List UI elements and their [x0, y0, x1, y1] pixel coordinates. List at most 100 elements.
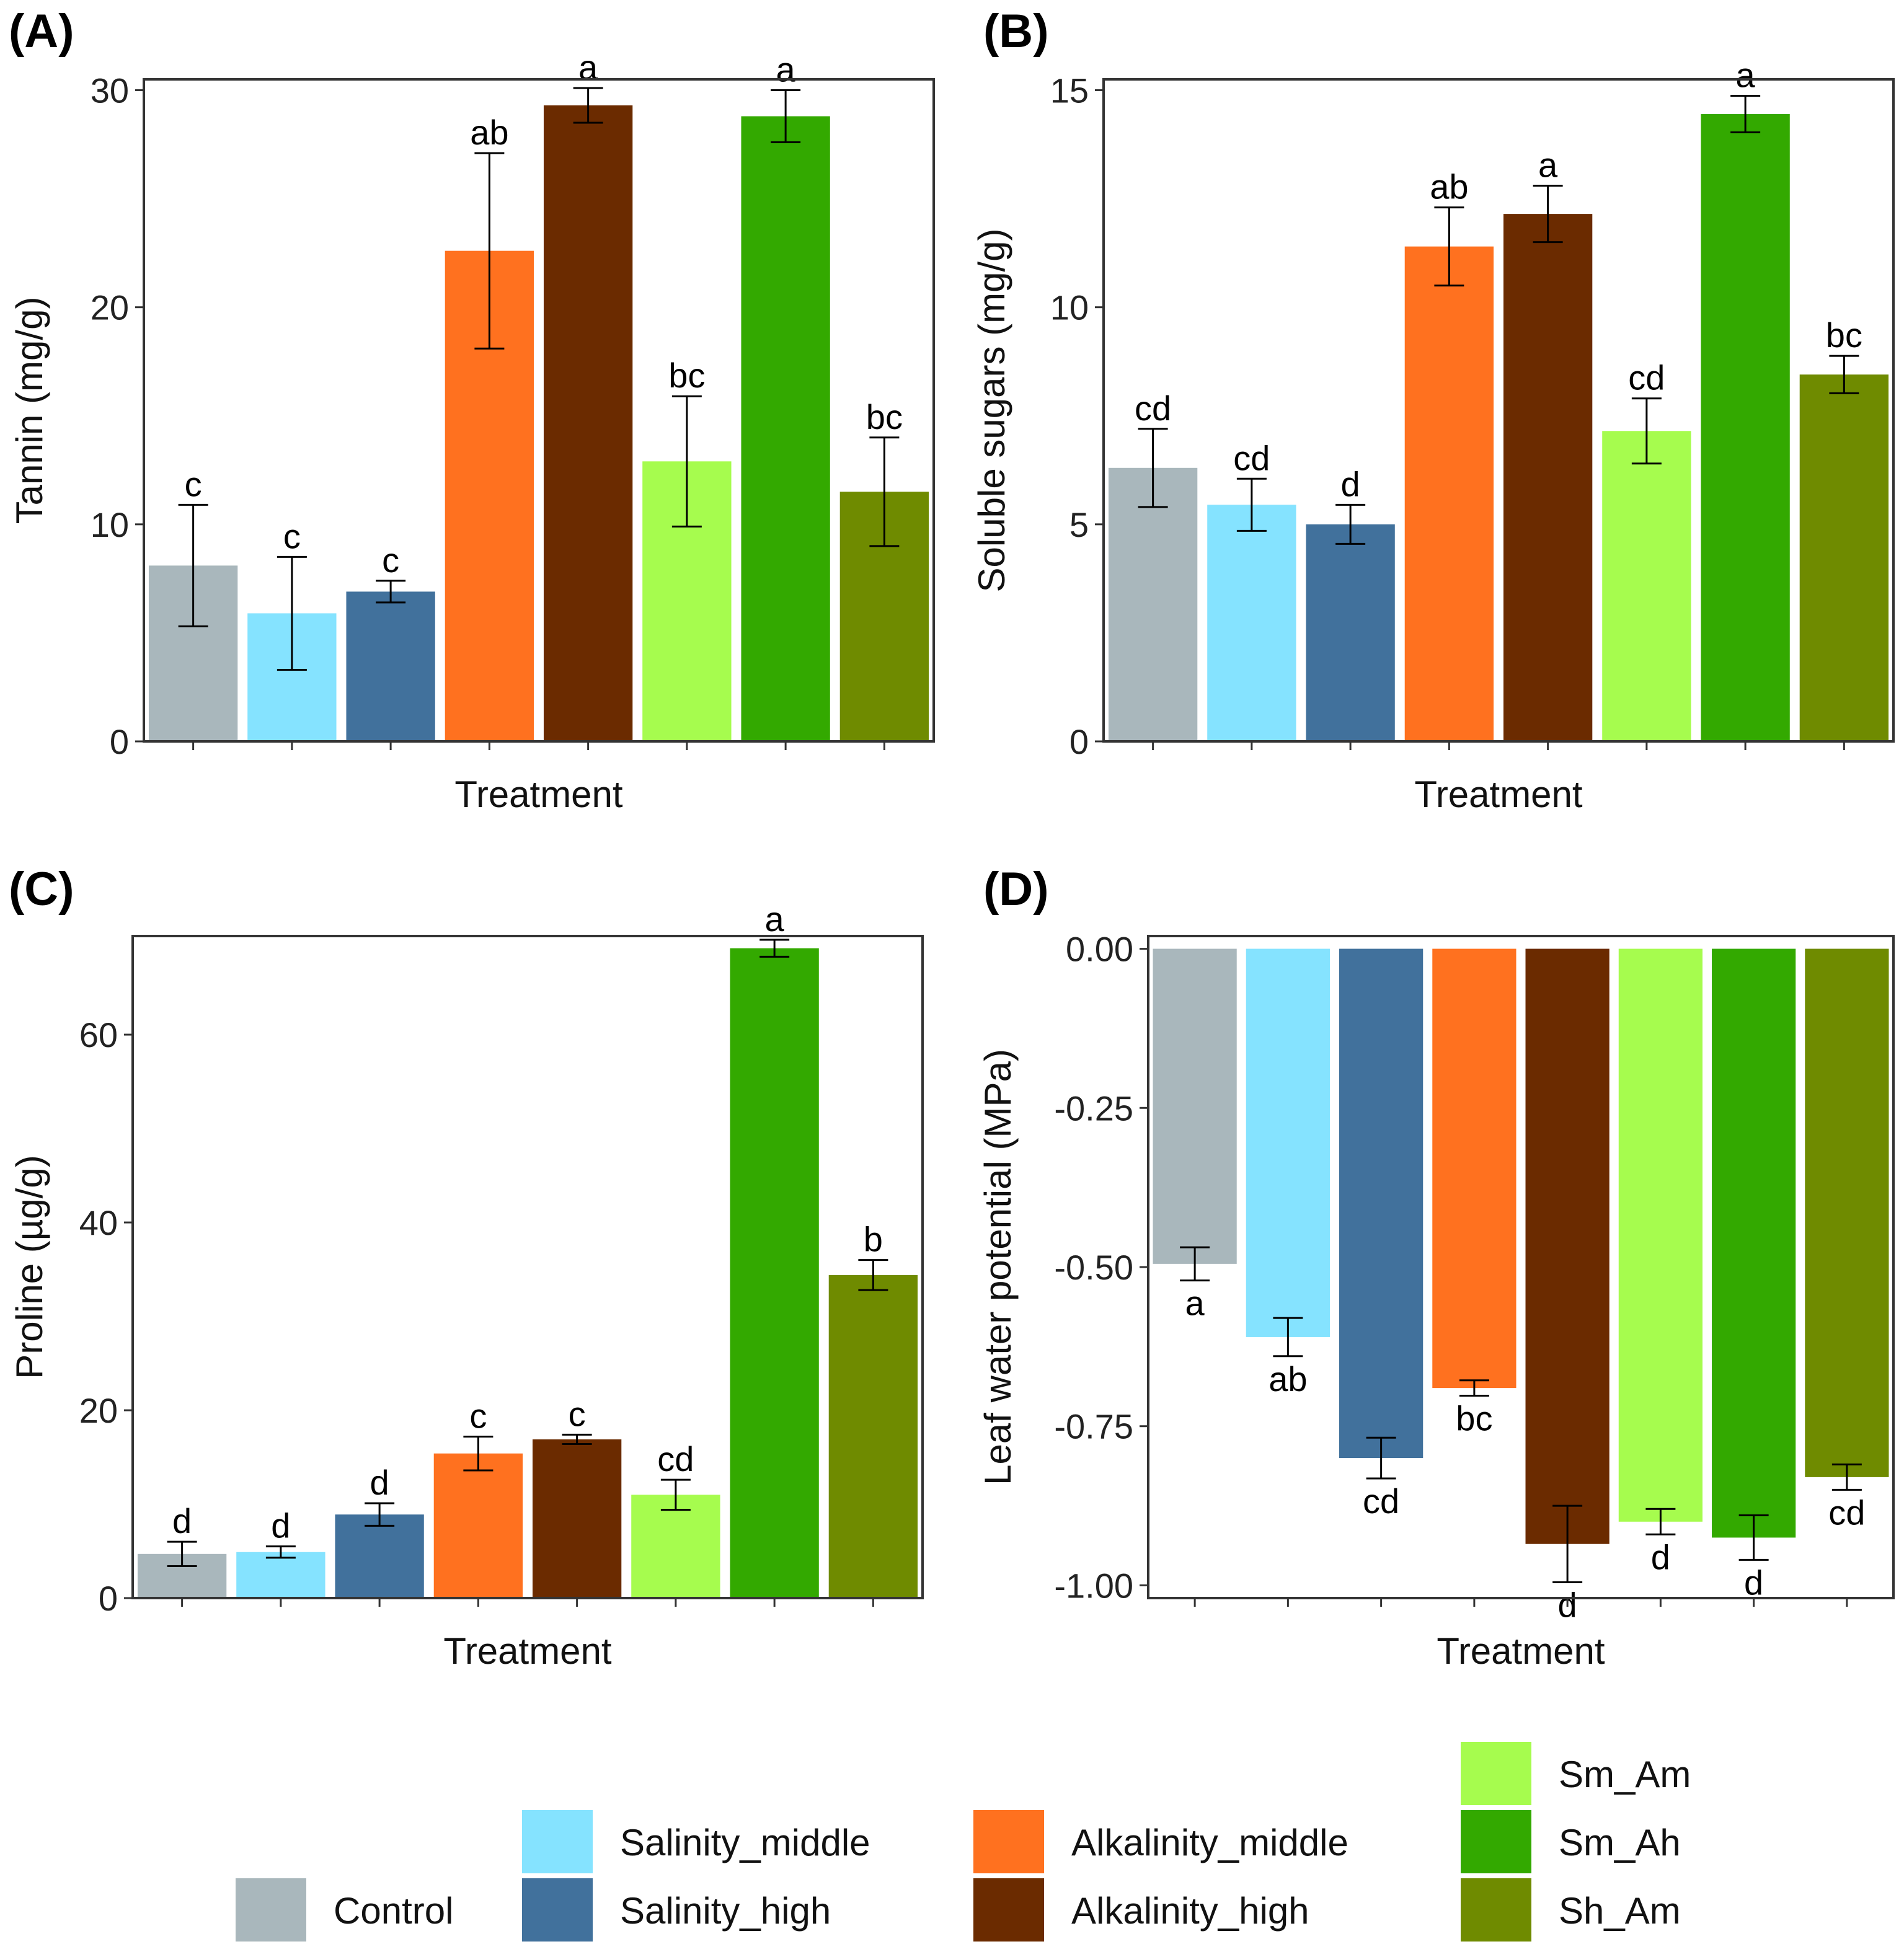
x-axis-title: Treatment: [1437, 1630, 1605, 1672]
y-tick-label: 20: [91, 288, 129, 327]
x-axis-title: Treatment: [454, 774, 623, 815]
panel-label: (B): [983, 5, 1049, 58]
y-tick-label: 5: [1069, 505, 1089, 544]
significance-letter: a: [776, 50, 796, 89]
bar-sh-am: [1799, 374, 1889, 741]
plot-border: [1102, 78, 1895, 743]
bar-salinity-middle: [1207, 505, 1296, 741]
significance-letter: cd: [1363, 1482, 1399, 1521]
significance-letter: ab: [1269, 1359, 1307, 1398]
legend: Control Salinity_middle Salinity_high Alkal…: [236, 1742, 1691, 1942]
y-tick-label: 0: [110, 722, 129, 761]
significance-letter: bc: [668, 356, 705, 395]
significance-letter: a: [578, 48, 598, 87]
bar-control: [1153, 948, 1237, 1264]
bar-sm-ah: [730, 948, 819, 1598]
legend-label: Alkalinity_high: [1071, 1890, 1309, 1932]
bar-sh-am: [828, 1274, 918, 1598]
legend-swatch: [522, 1810, 593, 1873]
bar-salinity-high: [346, 591, 435, 741]
y-tick-label: -1.00: [1054, 1566, 1133, 1605]
significance-letter: d: [1651, 1537, 1670, 1576]
y-tick-label: 60: [79, 1015, 118, 1054]
legend-item-control: Control: [236, 1878, 453, 1942]
legend-item-sm-ah: Sm_Ah: [1461, 1810, 1681, 1873]
significance-letter: d: [370, 1463, 389, 1502]
y-tick-label: 15: [1050, 71, 1089, 110]
y-tick-label: -0.50: [1054, 1248, 1133, 1287]
y-tick-label: 0: [1069, 722, 1089, 761]
legend-label: Control: [334, 1890, 453, 1932]
panel-c: (C) d d d c c cd a b 0 20 40 60 Treatment Proline (µg/…: [9, 863, 924, 1672]
y-tick-label: 10: [91, 505, 129, 544]
bar-alkalinity-high: [1503, 214, 1593, 741]
bar-alkalinity-high: [543, 105, 633, 742]
y-tick-label: 0: [99, 1579, 118, 1618]
panel-a: (A) c c c ab a bc a bc 0 10 20 30 Treatment Tannin (mg…: [9, 5, 935, 815]
significance-letter: ab: [470, 113, 508, 152]
legend-label: Sm_Ah: [1559, 1822, 1681, 1863]
legend-swatch: [236, 1878, 306, 1942]
bar-salinity-high: [1306, 524, 1395, 741]
bar-sm-ah: [1701, 114, 1790, 741]
significance-letter: a: [1538, 146, 1558, 185]
legend-swatch: [973, 1810, 1044, 1873]
legend-swatch: [1461, 1878, 1531, 1942]
bar-salinity-high: [335, 1514, 424, 1598]
bar-alkalinity-middle: [1432, 948, 1517, 1389]
bar-sm-ah: [1712, 948, 1796, 1538]
legend-item-sm-am: Sm_Am: [1461, 1742, 1691, 1805]
y-axis-title: Soluble sugars (mg/g): [971, 229, 1012, 593]
legend-swatch: [1461, 1810, 1531, 1873]
significance-letter: a: [765, 899, 785, 939]
significance-letter: bc: [866, 397, 903, 436]
bar-sh-am: [1805, 948, 1889, 1477]
significance-letter: d: [1341, 464, 1360, 503]
bar-alkalinity-high: [532, 1439, 622, 1598]
legend-swatch: [522, 1878, 593, 1942]
significance-letter: c: [185, 464, 202, 503]
y-tick-label: 20: [79, 1391, 118, 1430]
significance-letter: cd: [1233, 438, 1270, 477]
legend-label: Sm_Am: [1559, 1754, 1691, 1795]
y-tick-label: -0.75: [1054, 1407, 1133, 1446]
panel-b: (B) cd cd d ab a cd a bc 0 5 10 15 Treatment Soluble s…: [971, 5, 1895, 815]
significance-letter: cd: [1828, 1493, 1865, 1532]
significance-letter: cd: [657, 1439, 694, 1478]
plot-border: [131, 935, 924, 1599]
legend-label: Alkalinity_middle: [1071, 1822, 1348, 1863]
legend-item-salinity-middle: Salinity_middle: [522, 1810, 870, 1873]
bar-alkalinity-middle: [1404, 246, 1494, 741]
significance-letter: a: [1185, 1284, 1205, 1323]
significance-letter: a: [1736, 56, 1756, 95]
x-axis-title: Treatment: [443, 1630, 612, 1672]
bar-alkalinity-middle: [433, 1453, 523, 1598]
significance-letter: c: [569, 1394, 586, 1433]
bar-sm-ah: [741, 116, 830, 742]
y-axis-title: Leaf water potential (MPa): [977, 1049, 1019, 1485]
legend-label: Salinity_high: [620, 1890, 831, 1932]
panel-label: (C): [9, 863, 74, 916]
legend-item-alkalinity-high: Alkalinity_high: [973, 1878, 1309, 1942]
significance-letter: cd: [1628, 358, 1665, 397]
y-tick-label: 30: [91, 71, 129, 110]
significance-letter: d: [271, 1506, 290, 1545]
y-axis-title: Proline (µg/g): [9, 1155, 50, 1379]
legend-item-salinity-high: Salinity_high: [522, 1878, 831, 1942]
significance-letter: d: [172, 1501, 192, 1540]
bar-salinity-middle: [1246, 948, 1330, 1337]
bar-control: [1108, 467, 1198, 741]
significance-letter: c: [469, 1396, 487, 1435]
bar-sm-am: [1618, 948, 1703, 1522]
panel-d: (D)aabcdbcdddcd0.00-0.25-0.50-0.75-1.00T…: [977, 863, 1895, 1672]
y-tick-label: -0.25: [1054, 1089, 1133, 1128]
legend-label: Salinity_middle: [620, 1822, 870, 1863]
y-tick-label: 40: [79, 1203, 118, 1242]
legend-item-alkalinity-middle: Alkalinity_middle: [973, 1810, 1348, 1873]
legend-swatch: [1461, 1742, 1531, 1805]
bar-salinity-middle: [236, 1552, 325, 1598]
x-axis-title: Treatment: [1414, 774, 1583, 815]
y-axis-title: Tannin (mg/g): [9, 297, 50, 524]
y-tick-label: 10: [1050, 288, 1089, 327]
